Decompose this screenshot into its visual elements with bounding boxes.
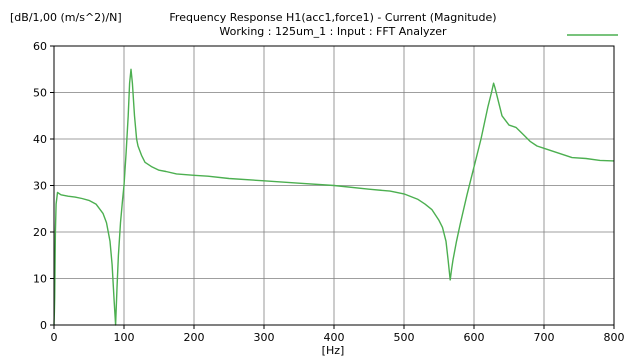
x-tick-label: 400 bbox=[324, 331, 345, 344]
y-tick-label: 50 bbox=[33, 87, 47, 100]
y-tick-label: 60 bbox=[33, 40, 47, 53]
y-tick-label: 40 bbox=[33, 133, 47, 146]
y-axis-label: [dB/1,00 (m/s^2)/N] bbox=[10, 11, 122, 24]
x-tick-label: 600 bbox=[464, 331, 485, 344]
x-tick-label: 0 bbox=[51, 331, 58, 344]
y-tick-labels: 0 10 20 30 40 50 60 bbox=[33, 40, 47, 332]
grid bbox=[50, 45, 615, 329]
y-tick-label: 10 bbox=[33, 273, 47, 286]
series-line bbox=[53, 68, 615, 326]
x-tick-label: 800 bbox=[604, 331, 625, 344]
x-tick-label: 100 bbox=[114, 331, 135, 344]
chart-subtitle: Working : 125um_1 : Input : FFT Analyzer bbox=[219, 25, 447, 38]
x-tick-labels: 0 100 200 300 400 500 600 700 800 bbox=[51, 331, 625, 344]
plot-area-frame bbox=[53, 45, 615, 326]
x-tick-label: 200 bbox=[184, 331, 205, 344]
y-tick-label: 0 bbox=[40, 319, 47, 332]
y-tick-label: 20 bbox=[33, 226, 47, 239]
x-axis-label: [Hz] bbox=[322, 344, 345, 357]
x-tick-label: 700 bbox=[534, 331, 555, 344]
chart-title: Frequency Response H1(acc1,force1) - Cur… bbox=[169, 11, 496, 24]
series-group bbox=[53, 68, 615, 326]
y-tick-label: 30 bbox=[33, 180, 47, 193]
x-tick-label: 300 bbox=[254, 331, 275, 344]
x-tick-label: 500 bbox=[394, 331, 415, 344]
